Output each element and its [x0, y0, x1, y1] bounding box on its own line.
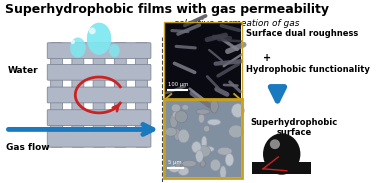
Ellipse shape	[196, 109, 210, 114]
Ellipse shape	[70, 38, 85, 57]
Ellipse shape	[210, 99, 218, 113]
Ellipse shape	[220, 166, 226, 179]
Text: Superhydrophobic
surface: Superhydrophobic surface	[250, 118, 338, 137]
Ellipse shape	[71, 39, 75, 44]
Ellipse shape	[198, 146, 211, 157]
FancyBboxPatch shape	[47, 43, 151, 59]
Ellipse shape	[229, 129, 239, 137]
Ellipse shape	[231, 104, 244, 117]
Ellipse shape	[89, 27, 96, 34]
FancyBboxPatch shape	[47, 131, 151, 147]
Ellipse shape	[208, 119, 220, 125]
Ellipse shape	[175, 163, 181, 168]
Ellipse shape	[192, 141, 201, 153]
Text: Water: Water	[8, 66, 39, 75]
Ellipse shape	[87, 23, 111, 55]
FancyBboxPatch shape	[93, 43, 105, 147]
Ellipse shape	[229, 125, 243, 138]
Ellipse shape	[172, 111, 179, 118]
Text: Hydrophobic functionality: Hydrophobic functionality	[246, 65, 370, 74]
Ellipse shape	[203, 147, 214, 152]
Ellipse shape	[200, 160, 205, 167]
Text: +: +	[263, 53, 271, 63]
Text: Superhydrophobic films with gas permeability: Superhydrophobic films with gas permeabi…	[5, 3, 329, 16]
FancyBboxPatch shape	[47, 64, 151, 80]
FancyBboxPatch shape	[47, 87, 151, 103]
Ellipse shape	[225, 154, 234, 166]
Ellipse shape	[109, 44, 119, 57]
Ellipse shape	[165, 127, 177, 136]
Ellipse shape	[175, 111, 187, 123]
Text: Gas flow: Gas flow	[6, 143, 49, 152]
Ellipse shape	[198, 113, 204, 123]
Text: 100 μm: 100 μm	[168, 82, 188, 87]
Ellipse shape	[210, 159, 220, 171]
Ellipse shape	[171, 104, 180, 112]
Ellipse shape	[182, 160, 197, 167]
Text: - selective permeation of gas: - selective permeation of gas	[168, 19, 300, 28]
FancyBboxPatch shape	[115, 43, 126, 147]
FancyBboxPatch shape	[47, 110, 151, 126]
Bar	[164, 99, 242, 178]
Bar	[252, 162, 311, 174]
FancyBboxPatch shape	[72, 43, 84, 147]
Ellipse shape	[178, 129, 189, 143]
Bar	[164, 100, 241, 177]
Ellipse shape	[169, 166, 180, 172]
Ellipse shape	[182, 105, 189, 110]
Bar	[164, 22, 242, 100]
FancyBboxPatch shape	[136, 43, 147, 147]
Bar	[164, 23, 241, 100]
Ellipse shape	[263, 133, 301, 175]
Text: Surface dual roughness: Surface dual roughness	[246, 29, 358, 38]
Ellipse shape	[178, 167, 189, 175]
Ellipse shape	[270, 139, 280, 149]
Ellipse shape	[201, 136, 207, 149]
Ellipse shape	[196, 150, 203, 162]
Text: 5 μm: 5 μm	[168, 160, 181, 165]
Ellipse shape	[204, 126, 210, 132]
Ellipse shape	[174, 129, 180, 140]
Ellipse shape	[170, 114, 178, 128]
FancyBboxPatch shape	[51, 43, 62, 147]
Ellipse shape	[217, 147, 232, 155]
